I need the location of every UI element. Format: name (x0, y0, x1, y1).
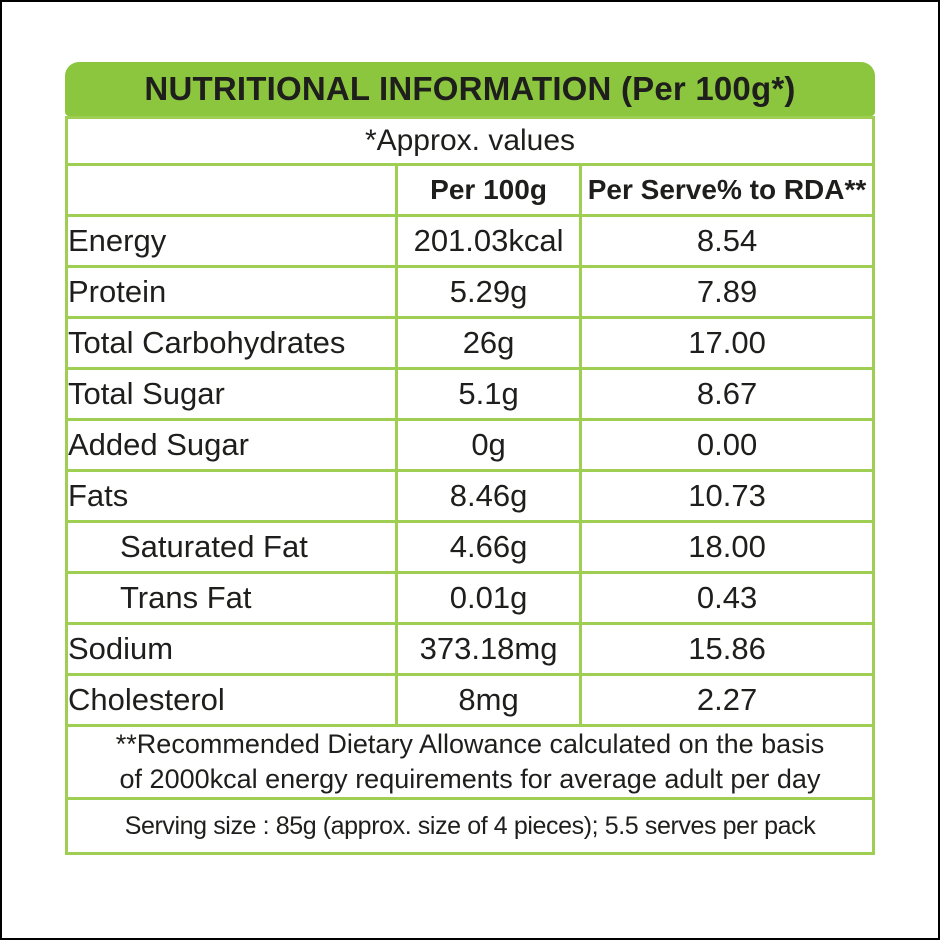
rda-note-line-1: **Recommended Dietary Allowance calculat… (115, 729, 825, 759)
table-title-banner: NUTRITIONAL INFORMATION (Per 100g*) (65, 62, 875, 116)
per-100g-value: 26g (395, 316, 583, 370)
rda-note: **Recommended Dietary Allowance calculat… (65, 723, 875, 801)
table-row: Fats 8.46g 10.73 (64, 469, 875, 523)
per-100g-value: 5.29g (395, 265, 583, 319)
nutrient-label: Added Sugar (64, 418, 399, 472)
column-header-per-100g: Per 100g (395, 163, 583, 217)
nutrient-label: Energy (64, 214, 399, 268)
nutrient-label: Protein (64, 265, 399, 319)
table-row: Added Sugar 0g 0.00 (64, 418, 875, 472)
per-serve-rda-value: 15.86 (579, 622, 875, 676)
nutrient-label: Sodium (64, 622, 399, 676)
rda-note-row: **Recommended Dietary Allowance calculat… (65, 723, 875, 801)
nutrient-label: Fats (64, 469, 399, 523)
per-serve-rda-value: 10.73 (579, 469, 875, 523)
per-serve-rda-value: 2.27 (579, 673, 875, 727)
approx-values-row: *Approx. values (65, 116, 875, 166)
serving-size-note: Serving size : 85g (approx. size of 4 pi… (65, 797, 875, 856)
table-row: Sodium 373.18mg 15.86 (64, 622, 875, 676)
column-header-row: Per 100g Per Serve% to RDA** (64, 163, 875, 217)
per-100g-value: 201.03kcal (395, 214, 583, 268)
per-serve-rda-value: 0.43 (579, 571, 875, 625)
nutrient-label: Total Carbohydrates (64, 316, 399, 370)
column-header-per-serve-rda: Per Serve% to RDA** (579, 163, 875, 217)
table-title: NUTRITIONAL INFORMATION (Per 100g*) (144, 70, 796, 107)
table-row: Trans Fat 0.01g 0.43 (64, 571, 875, 625)
per-100g-value: 4.66g (395, 520, 583, 574)
table-row: Total Sugar 5.1g 8.67 (64, 367, 875, 421)
serving-size-row: Serving size : 85g (approx. size of 4 pi… (65, 797, 875, 856)
per-100g-value: 8.46g (395, 469, 583, 523)
per-serve-rda-value: 8.67 (579, 367, 875, 421)
per-serve-rda-value: 8.54 (579, 214, 875, 268)
per-100g-value: 0.01g (395, 571, 583, 625)
table-row: Cholesterol 8mg 2.27 (64, 673, 875, 727)
per-100g-value: 0g (395, 418, 583, 472)
table-row: Energy 201.03kcal 8.54 (64, 214, 875, 268)
table-row: Total Carbohydrates 26g 17.00 (64, 316, 875, 370)
per-100g-value: 5.1g (395, 367, 583, 421)
per-100g-value: 373.18mg (395, 622, 583, 676)
nutrition-rows: Energy 201.03kcal 8.54 Protein 5.29g 7.89 Tota… (64, 214, 875, 727)
table-row: Protein 5.29g 7.89 (64, 265, 875, 319)
nutrition-panel: NUTRITIONAL INFORMATION (Per 100g*) *App… (64, 62, 875, 856)
column-header-nutrient (64, 163, 399, 217)
nutrient-label: Saturated Fat (64, 520, 399, 574)
approx-values-note: *Approx. values (65, 116, 875, 166)
per-serve-rda-value: 0.00 (579, 418, 875, 472)
per-100g-value: 8mg (395, 673, 583, 727)
rda-note-line-2: of 2000kcal energy requirements for aver… (119, 764, 821, 795)
table-row: Saturated Fat 4.66g 18.00 (64, 520, 875, 574)
nutrient-label: Cholesterol (64, 673, 399, 727)
per-serve-rda-value: 18.00 (579, 520, 875, 574)
per-serve-rda-value: 7.89 (579, 265, 875, 319)
nutrition-table: *Approx. values Per 100g Per Serve% to R… (64, 116, 875, 856)
nutrient-label: Trans Fat (64, 571, 399, 625)
per-serve-rda-value: 17.00 (579, 316, 875, 370)
nutrient-label: Total Sugar (64, 367, 399, 421)
